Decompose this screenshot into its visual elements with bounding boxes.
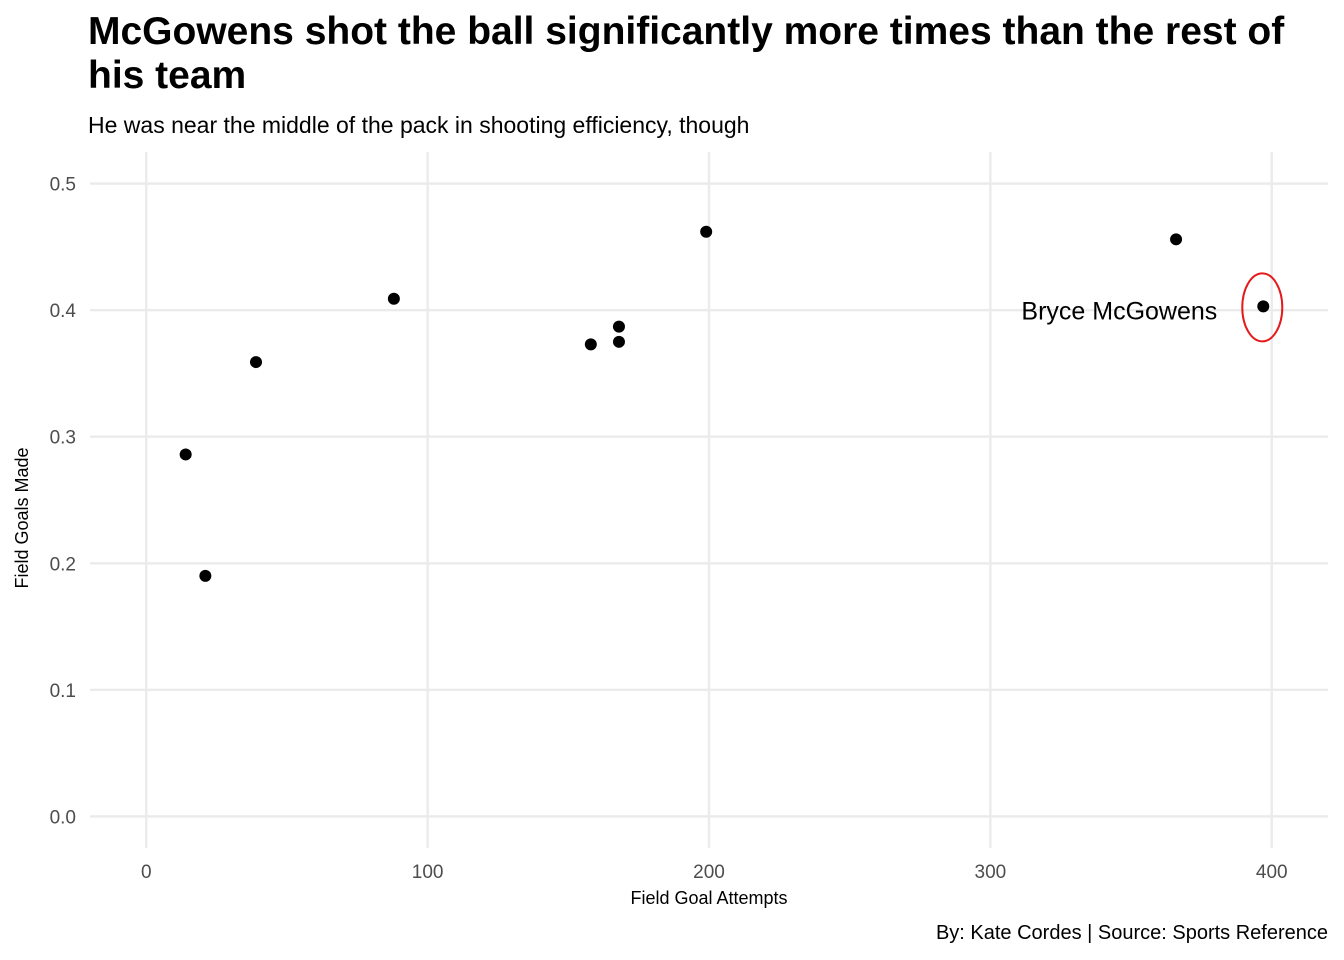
data-point [700,225,713,238]
chart-subtitle: He was near the middle of the pack in sh… [88,112,750,138]
data-point [612,335,625,348]
x-tick-label: 0 [141,862,152,883]
data-point [250,356,263,369]
chart-caption: By: Kate Cordes | Source: Sports Referen… [935,922,1328,944]
y-tick-label: 0.3 [50,428,76,449]
data-point [1257,300,1270,313]
y-tick-label: 0.5 [50,175,76,196]
data-point [612,320,625,333]
chart-title: McGowens shot the ball significantly mor… [88,10,1285,97]
grid-lines [90,152,1328,848]
data-point [584,338,597,351]
x-tick-label: 400 [1256,862,1288,883]
data-points [179,225,1270,582]
data-point [199,569,212,582]
x-tick-label: 300 [975,862,1007,883]
highlight-ellipse [1241,272,1284,343]
y-tick-label: 0.4 [50,301,77,322]
x-axis-title: Field Goal Attempts [630,888,787,908]
x-tick-label: 200 [693,862,725,883]
y-tick-label: 0.1 [50,681,76,702]
data-point [387,292,400,305]
y-tick-label: 0.0 [50,807,76,828]
data-point [179,448,192,461]
x-tick-label: 100 [412,862,444,883]
y-tick-label: 0.2 [50,554,76,575]
y-axis-title: Field Goals Made [12,447,32,588]
data-point [1170,233,1183,246]
tick-labels: 0 100 200 300 400 0.0 0.1 0.2 0.3 0.4 0.5 [50,175,1288,883]
annotation-label: Bryce McGowens [1021,297,1217,325]
annotation-layer: Bryce McGowens [1021,272,1284,343]
